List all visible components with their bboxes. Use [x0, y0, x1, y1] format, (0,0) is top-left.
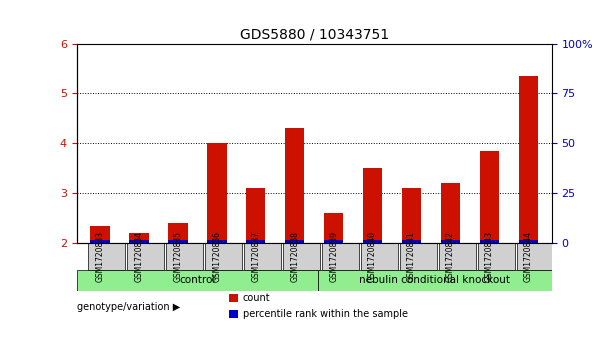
FancyBboxPatch shape: [517, 243, 554, 270]
Bar: [285, 240, 305, 243]
Text: GSM1720837: GSM1720837: [251, 231, 261, 282]
Bar: [441, 240, 460, 243]
Text: GSM1720833: GSM1720833: [96, 231, 104, 282]
Text: control: control: [179, 276, 216, 285]
FancyBboxPatch shape: [361, 243, 398, 270]
Bar: [229, 294, 238, 302]
Bar: [168, 223, 188, 243]
Bar: [90, 226, 110, 243]
Bar: [402, 240, 421, 243]
Text: GSM1720842: GSM1720842: [446, 231, 455, 282]
FancyBboxPatch shape: [322, 243, 359, 270]
Text: GSM1720844: GSM1720844: [524, 231, 533, 282]
Text: nebulin conditional knockout: nebulin conditional knockout: [359, 276, 511, 285]
FancyBboxPatch shape: [77, 270, 318, 291]
Title: GDS5880 / 10343751: GDS5880 / 10343751: [240, 27, 389, 41]
Text: GSM1720841: GSM1720841: [407, 231, 416, 282]
Text: genotype/variation ▶: genotype/variation ▶: [77, 302, 180, 312]
FancyBboxPatch shape: [128, 243, 164, 270]
Bar: [246, 188, 265, 243]
Text: percentile rank within the sample: percentile rank within the sample: [243, 309, 408, 319]
Bar: [246, 240, 265, 243]
Text: GSM1720839: GSM1720839: [329, 231, 338, 282]
FancyBboxPatch shape: [244, 243, 281, 270]
Bar: [207, 240, 227, 243]
Bar: [519, 76, 538, 243]
FancyBboxPatch shape: [283, 243, 320, 270]
Bar: [129, 233, 149, 243]
Bar: [229, 310, 238, 318]
Bar: [285, 129, 305, 243]
Bar: [519, 240, 538, 243]
Bar: [324, 213, 343, 243]
FancyBboxPatch shape: [318, 270, 552, 291]
Bar: [479, 151, 499, 243]
Bar: [441, 183, 460, 243]
Bar: [324, 240, 343, 243]
Bar: [168, 240, 188, 243]
Text: count: count: [243, 293, 270, 303]
FancyBboxPatch shape: [400, 243, 437, 270]
Bar: [363, 168, 383, 243]
Text: GSM1720835: GSM1720835: [173, 231, 183, 282]
Bar: [207, 143, 227, 243]
Text: GSM1720834: GSM1720834: [134, 231, 143, 282]
Text: GSM1720843: GSM1720843: [485, 231, 494, 282]
FancyBboxPatch shape: [88, 243, 125, 270]
FancyBboxPatch shape: [478, 243, 515, 270]
Bar: [90, 240, 110, 243]
Bar: [479, 240, 499, 243]
Bar: [363, 240, 383, 243]
Bar: [129, 240, 149, 243]
FancyBboxPatch shape: [166, 243, 203, 270]
FancyBboxPatch shape: [439, 243, 476, 270]
Bar: [402, 188, 421, 243]
Text: GSM1720836: GSM1720836: [212, 231, 221, 282]
Text: GSM1720838: GSM1720838: [290, 231, 299, 282]
FancyBboxPatch shape: [205, 243, 242, 270]
Text: GSM1720840: GSM1720840: [368, 231, 377, 282]
